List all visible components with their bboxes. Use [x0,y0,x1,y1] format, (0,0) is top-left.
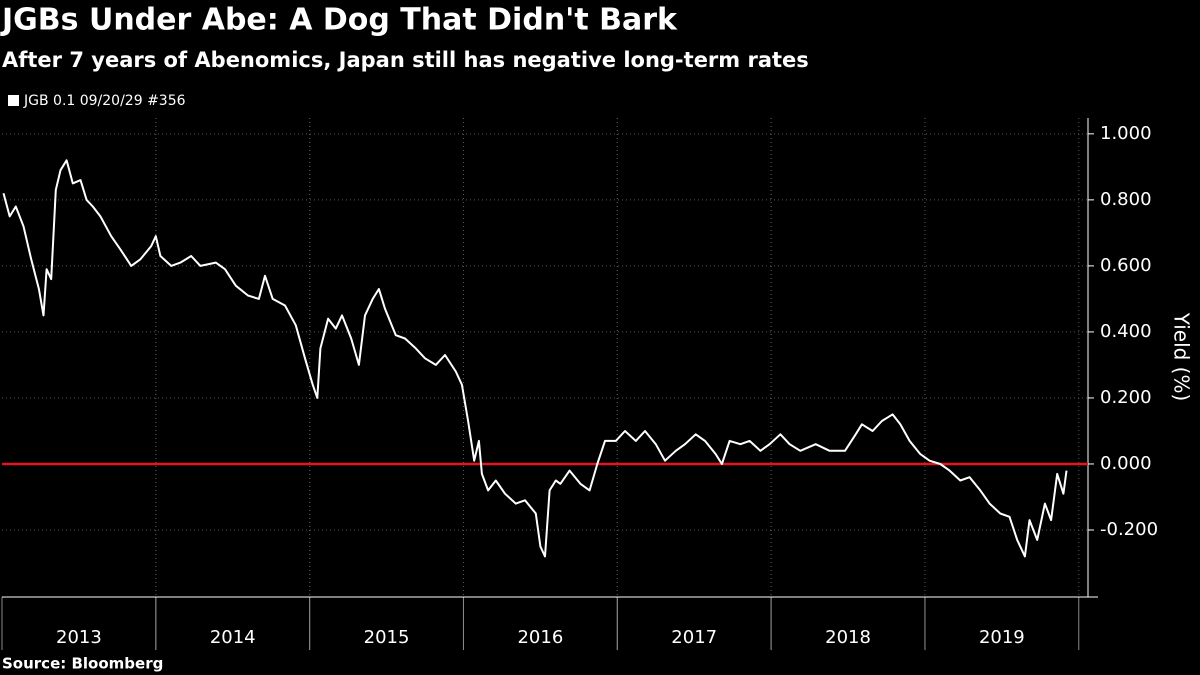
source: Source: Bloomberg [2,655,163,673]
x-tick-label: 2013 [56,627,102,648]
y-tick-label: 0.000 [1100,453,1152,474]
x-tick-label: 2019 [979,627,1025,648]
x-tick-label: 2015 [364,627,410,648]
x-tick-label: 2014 [210,627,256,648]
y-tick-label: 1.000 [1100,123,1152,144]
legend-label: JGB 0.1 09/20/29 #356 [23,93,186,109]
chart-title: JGBs Under Abe: A Dog That Didn't Bark [0,3,678,38]
y-axis-label: Yield (%) [1170,312,1194,402]
chart-subtitle: After 7 years of Abenomics, Japan still … [2,48,809,72]
x-tick-label: 2018 [825,627,871,648]
y-tick-label: -0.200 [1100,519,1158,540]
x-tick-label: 2016 [517,627,563,648]
y-tick-label: 0.600 [1100,255,1152,276]
legend-swatch [8,95,19,106]
y-tick-label: 0.400 [1100,321,1152,342]
x-tick-label: 2017 [671,627,717,648]
y-tick-label: 0.200 [1100,387,1152,408]
y-tick-label: 0.800 [1100,189,1152,210]
data-line [2,159,1068,558]
